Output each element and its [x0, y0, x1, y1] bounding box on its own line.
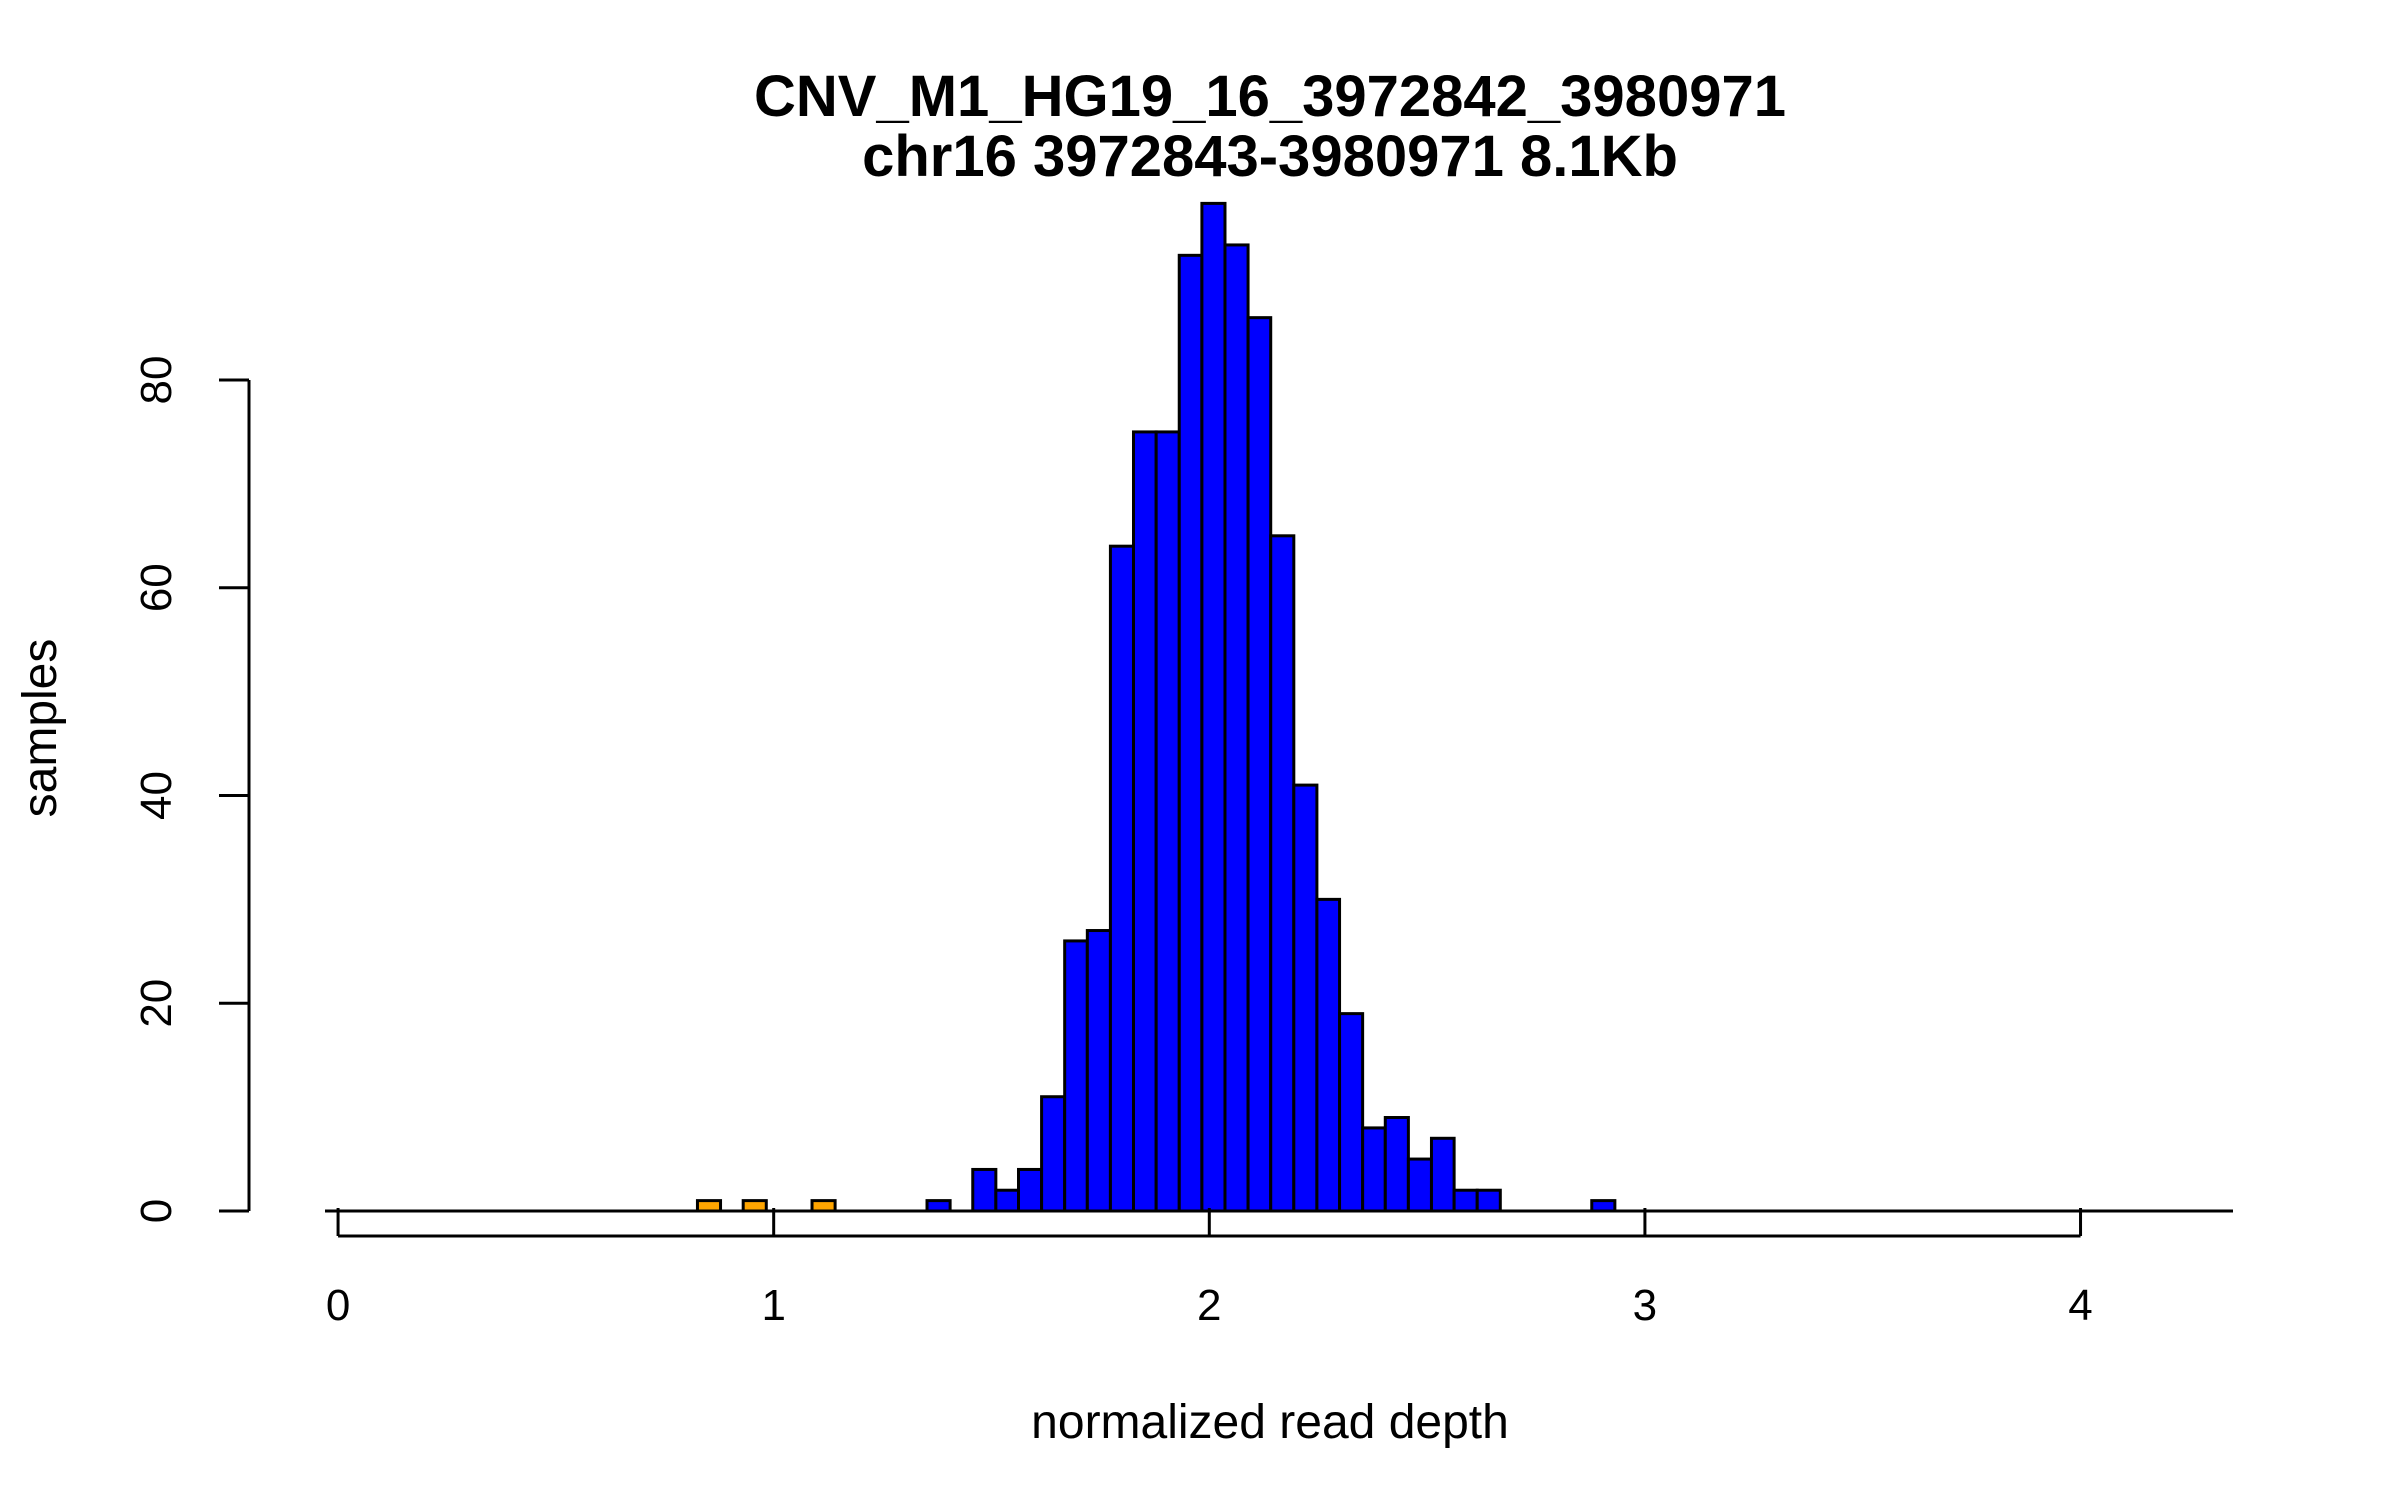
- y-tick-label: 0: [132, 1199, 181, 1223]
- y-tick-label: 20: [132, 979, 181, 1028]
- histogram-bar: [1429, 1136, 1456, 1213]
- x-tick-label: 2: [1197, 1281, 1221, 1330]
- x-tick-label: 3: [1633, 1281, 1657, 1330]
- x-tick-label: 1: [761, 1281, 785, 1330]
- x-tick-label: 4: [2068, 1281, 2092, 1330]
- histogram-bar: [1200, 201, 1227, 1213]
- histogram-bar: [741, 1199, 768, 1213]
- histogram-bars: [695, 201, 1617, 1213]
- histogram-bar: [1406, 1157, 1433, 1213]
- histogram-bar: [925, 1199, 952, 1213]
- histogram-bar: [1108, 544, 1136, 1213]
- histogram-bar: [1590, 1199, 1617, 1213]
- histogram-bar: [994, 1188, 1020, 1213]
- x-axis: 0 1 2 3 4: [326, 1208, 2093, 1330]
- histogram-bar: [1132, 430, 1158, 1213]
- y-axis-label: samples: [14, 639, 67, 818]
- histogram-bar: [810, 1199, 837, 1213]
- histogram-bar: [971, 1167, 998, 1213]
- chart-subtitle: chr16 3972843-3980971 8.1Kb: [862, 124, 1678, 189]
- histogram-bar: [1040, 1095, 1067, 1213]
- y-tick-label: 60: [132, 563, 181, 612]
- histogram-bar: [695, 1199, 723, 1213]
- y-tick-label: 80: [132, 356, 181, 405]
- histogram-bar: [1338, 1012, 1365, 1213]
- histogram-bar: [1063, 939, 1089, 1213]
- histogram-bar: [1292, 783, 1319, 1213]
- y-axis: 0 20 40 60 80: [132, 356, 251, 1223]
- x-axis-label: normalized read depth: [1031, 1396, 1509, 1449]
- histogram-bar: [1246, 316, 1273, 1213]
- histogram-bar: [1269, 534, 1296, 1213]
- histogram-bar: [1315, 897, 1342, 1213]
- histogram-bar: [1177, 253, 1204, 1213]
- histogram-bar: [1475, 1188, 1502, 1213]
- histogram-bar: [1017, 1167, 1044, 1213]
- histogram-bar: [1361, 1126, 1387, 1213]
- histogram-bar: [1223, 243, 1250, 1213]
- y-tick-label: 40: [132, 771, 181, 820]
- histogram-bar: [1383, 1116, 1410, 1213]
- histogram-bar: [1085, 929, 1112, 1213]
- histogram-bar: [1452, 1188, 1479, 1213]
- x-tick-label: 0: [326, 1281, 350, 1330]
- histogram-bar: [1154, 430, 1181, 1213]
- chart-title: CNV_M1_HG19_16_3972842_3980971: [754, 64, 1786, 129]
